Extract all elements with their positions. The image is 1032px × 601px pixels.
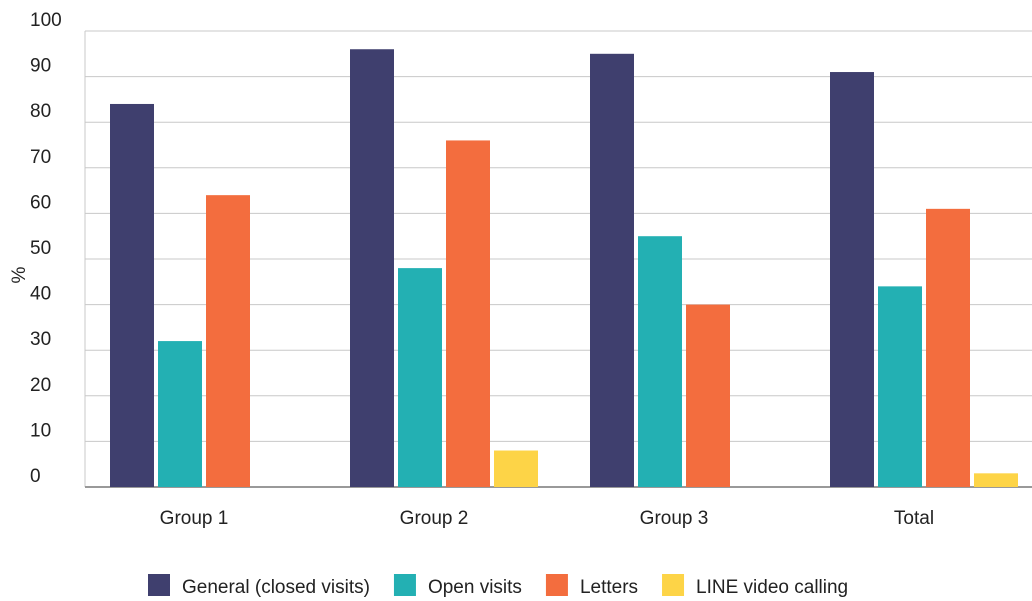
- y-tick-label: 90: [30, 56, 51, 77]
- bar: [494, 450, 538, 487]
- y-tick-label: 40: [30, 284, 51, 305]
- bar: [590, 53, 634, 488]
- bar: [686, 304, 730, 487]
- y-axis-label: %: [9, 266, 30, 283]
- legend-label: LINE video calling: [696, 577, 848, 598]
- bar: [446, 140, 490, 487]
- legend-label: Open visits: [428, 577, 522, 598]
- bar: [206, 195, 250, 487]
- y-tick-label: 60: [30, 192, 51, 213]
- legend-swatch: [148, 574, 170, 596]
- bar: [158, 341, 202, 487]
- y-tick-label: 30: [30, 329, 51, 350]
- x-tick-label: Group 3: [640, 508, 709, 529]
- y-tick-label: 70: [30, 147, 51, 168]
- legend-swatch: [393, 574, 416, 596]
- legend-swatch: [662, 574, 685, 596]
- bar: [110, 103, 154, 488]
- legend-swatch: [545, 574, 568, 596]
- bar: [974, 473, 1018, 487]
- bar: [350, 49, 394, 488]
- bar: [398, 268, 442, 487]
- x-tick-label: Group 2: [400, 508, 469, 529]
- y-tick-label: 100: [30, 10, 62, 31]
- y-tick-label: 80: [30, 101, 51, 122]
- legend-label: General (closed visits): [182, 577, 370, 598]
- y-tick-label: 20: [30, 375, 51, 396]
- bar: [830, 72, 874, 487]
- x-tick-label: Total: [894, 508, 934, 529]
- y-tick-label: 50: [30, 238, 51, 259]
- bar: [878, 286, 922, 487]
- x-tick-label: Group 1: [160, 508, 229, 529]
- y-tick-label: 0: [30, 466, 41, 487]
- bar: [926, 208, 970, 487]
- y-tick-label: 10: [30, 420, 51, 441]
- legend-label: Letters: [580, 577, 638, 598]
- bar: [638, 236, 682, 487]
